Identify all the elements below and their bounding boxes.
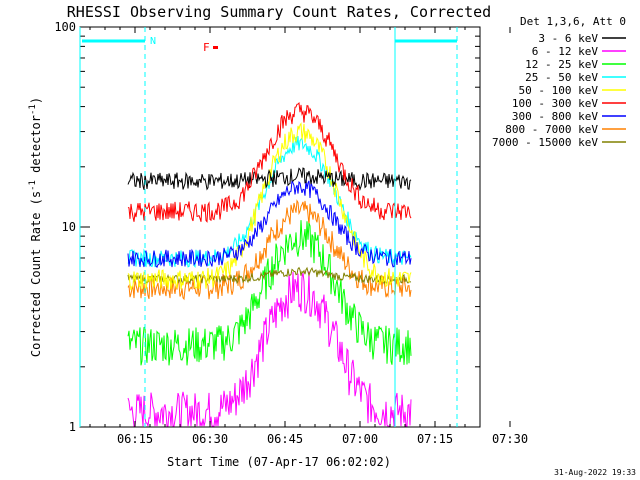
series-line: [127, 179, 412, 268]
legend-entry-label: 3 - 6 keV: [538, 32, 598, 45]
x-axis-label: Start Time (07-Apr-17 06:02:02): [167, 455, 391, 469]
series-line: [127, 122, 412, 291]
series-line: [127, 102, 412, 223]
legend-entry-label: 100 - 300 keV: [512, 97, 598, 110]
legend-entry-label: 300 - 800 keV: [512, 110, 598, 123]
y-axis-label: Corrected Count Rate (s-1 detector-1): [28, 97, 43, 357]
x-tick-label: 07:00: [342, 432, 378, 446]
series-line: [127, 271, 412, 427]
legend-entry-label: 7000 - 15000 keV: [492, 136, 598, 149]
plot-area: [127, 102, 412, 427]
legend-title: Det 1,3,6, Att 0: [520, 15, 626, 28]
x-tick-label: 06:15: [117, 432, 153, 446]
legend-entry-label: 800 - 7000 keV: [505, 123, 598, 136]
y-tick-label: 10: [62, 220, 76, 234]
x-axis: 06:15 06:30 06:45 07:00 07:15 07:30: [89, 27, 528, 446]
plot-frame: [79, 26, 481, 428]
footer-date: 31-Aug-2022 19:33: [554, 468, 636, 477]
legend-entry-label: 12 - 25 keV: [525, 58, 598, 71]
flare-flag-label: F: [203, 41, 210, 54]
x-tick-label: 07:30: [492, 432, 528, 446]
x-tick-label: 06:30: [192, 432, 228, 446]
chart-title: RHESSI Observing Summary Count Rates, Co…: [67, 3, 491, 21]
x-tick-label: 07:15: [417, 432, 453, 446]
night-flag-label: N: [150, 36, 156, 47]
series-line: [127, 266, 412, 285]
series-line: [127, 136, 412, 268]
series-line: [127, 220, 412, 366]
legend-entry-label: 6 - 12 keV: [532, 45, 599, 58]
y-axis: 1 10 100: [54, 20, 480, 434]
legend-entry-label: 25 - 50 keV: [525, 71, 598, 84]
flare-flag-bar: [213, 46, 218, 49]
series-line: [127, 167, 412, 192]
y-tick-label: 1: [69, 420, 76, 434]
x-tick-label: 06:45: [267, 432, 303, 446]
y-tick-label: 100: [54, 20, 76, 34]
series-line: [127, 199, 412, 301]
legend-entry-label: 50 - 100 keV: [519, 84, 599, 97]
